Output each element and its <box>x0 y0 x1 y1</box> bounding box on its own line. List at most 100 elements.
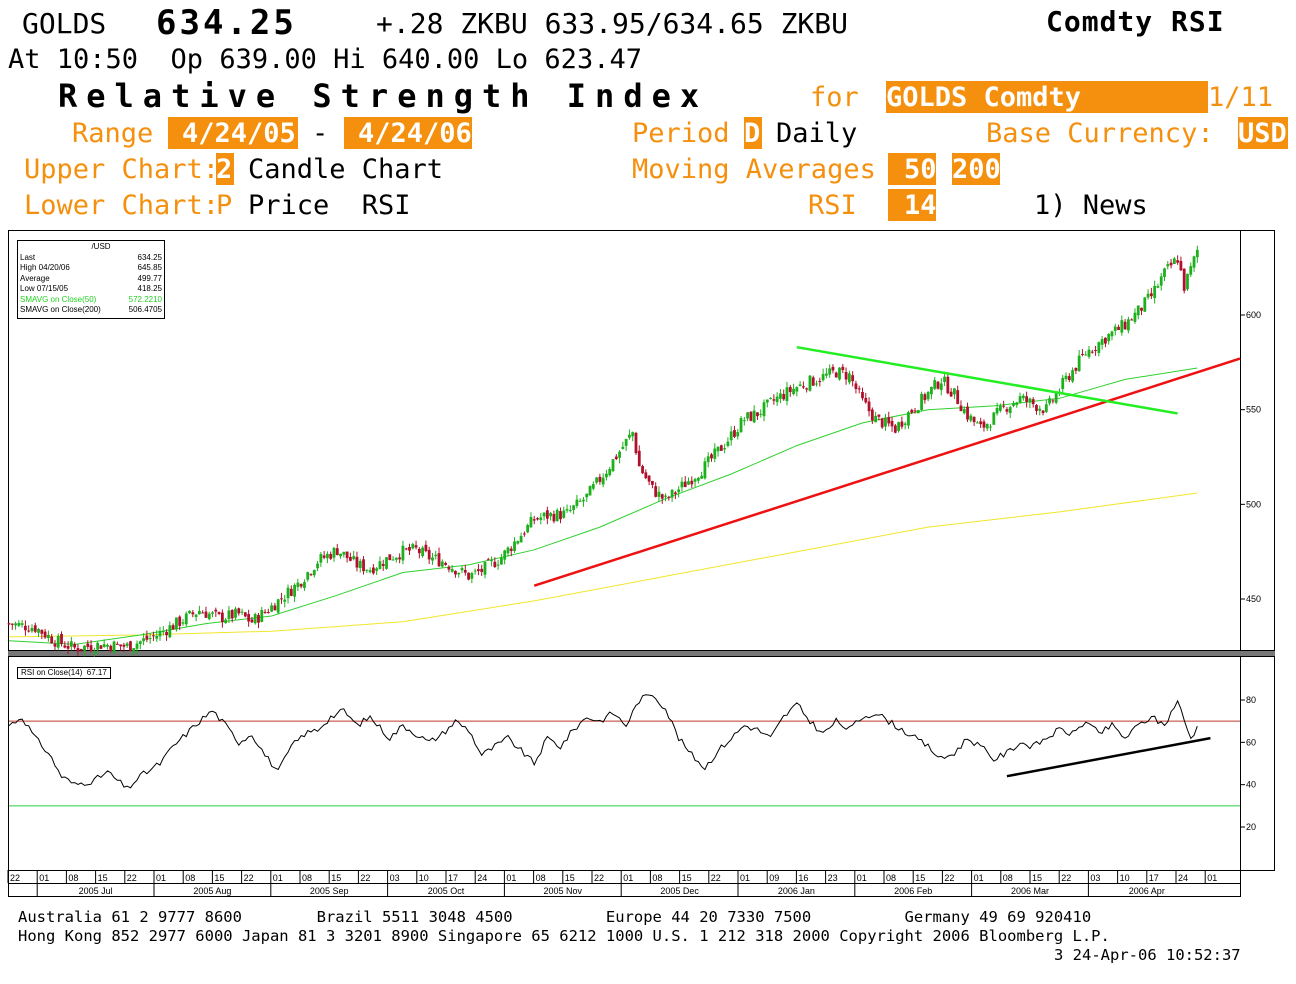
candle-body <box>591 484 595 489</box>
candle-body <box>490 560 493 562</box>
candle-body <box>375 568 379 571</box>
ma2-field[interactable]: 200 <box>952 153 1001 185</box>
candle-body <box>742 420 746 422</box>
candle-body <box>227 610 231 619</box>
candle-body <box>1094 349 1097 351</box>
candle-body <box>664 495 667 497</box>
candle-body <box>1156 286 1160 288</box>
candle-body <box>713 448 717 459</box>
candle-body <box>483 562 487 575</box>
candle-body <box>756 412 759 417</box>
candle-body <box>280 598 283 600</box>
candle-body <box>923 394 927 401</box>
candle-body <box>657 491 661 497</box>
candle-body <box>696 477 700 481</box>
lower-chart-code[interactable]: P <box>216 190 233 221</box>
legend-row-value: 645.85 <box>137 263 162 272</box>
security-field[interactable]: GOLDS Comdty <box>886 81 1208 113</box>
price-tick-label: 500 <box>1246 499 1261 509</box>
x-tick-label: 08 <box>68 873 78 883</box>
candle-body <box>17 622 21 626</box>
period-code-field[interactable]: D <box>744 117 762 149</box>
ma1-field[interactable]: 50 <box>888 153 937 185</box>
candle-body <box>746 412 749 419</box>
candle-body <box>673 492 677 495</box>
candle-body <box>145 635 149 640</box>
candle-body <box>690 480 694 485</box>
x-tick-label: 08 <box>185 873 195 883</box>
candle-body <box>424 544 428 552</box>
candle-body <box>946 376 950 394</box>
range-end-field[interactable]: 4/24/06 <box>344 117 472 149</box>
candle-body <box>115 643 119 645</box>
x-tick-label: 01 <box>740 873 750 883</box>
x-tick-label: 24 <box>477 873 487 883</box>
quote-line: +.28 ZKBU 633.95/634.65 ZKBU <box>376 7 849 40</box>
x-tick-label: 15 <box>98 873 108 883</box>
candle-body <box>1081 353 1084 355</box>
candle-body <box>1100 339 1104 345</box>
candle-body <box>631 432 635 437</box>
candle-body <box>10 623 14 625</box>
candle-body <box>391 559 395 561</box>
candle-body <box>1015 402 1019 405</box>
candle-body <box>132 648 136 652</box>
panel-separator <box>8 651 1275 656</box>
candle-body <box>440 561 444 567</box>
candle-body <box>624 439 628 446</box>
candle-body <box>1051 400 1055 402</box>
price-tick-label: 550 <box>1246 405 1261 415</box>
price-tick-label: 450 <box>1246 594 1261 604</box>
candle-body <box>509 548 513 552</box>
candle-body <box>578 500 582 502</box>
candle-body <box>253 614 257 624</box>
month-label: 2005 Oct <box>428 886 465 896</box>
candle-body <box>805 388 809 390</box>
candle-body <box>1087 349 1091 357</box>
candle-body <box>1005 409 1009 412</box>
candle-body <box>677 489 681 493</box>
candle-body <box>125 643 129 646</box>
candle-body <box>99 645 103 649</box>
candle-body <box>411 544 415 549</box>
candle-body <box>634 432 638 454</box>
legend-rows: Last 634.25 High 04/20/06 645.85 Average 499.… <box>20 253 162 316</box>
candle-body <box>158 631 162 637</box>
x-tick-label: 15 <box>214 873 224 883</box>
candle-body <box>348 556 352 561</box>
news-link[interactable]: 1) News <box>1034 190 1148 221</box>
month-label: 2005 Aug <box>193 886 231 896</box>
base-currency-field[interactable]: USD <box>1238 117 1288 149</box>
candle-body <box>404 548 408 550</box>
candle-body <box>1117 326 1120 330</box>
candle-body <box>838 367 841 380</box>
candle-body <box>135 643 139 649</box>
rsi-period-field[interactable]: 14 <box>888 189 937 221</box>
candle-body <box>1136 305 1140 316</box>
candle-body <box>122 644 126 647</box>
candle-body <box>765 399 769 403</box>
candle-body <box>237 608 241 614</box>
candle-body <box>532 519 536 521</box>
candle-body <box>933 380 937 389</box>
candle-body <box>191 612 195 615</box>
candle-body <box>171 625 175 630</box>
candle-body <box>394 557 398 560</box>
x-tick-label: 22 <box>360 873 370 883</box>
candle-body <box>214 609 218 612</box>
upper-chart-code-field[interactable]: 2 <box>216 153 234 185</box>
candle-body <box>1159 276 1163 286</box>
candle-body <box>96 642 100 650</box>
candle-body <box>1120 320 1124 333</box>
candle-body <box>834 372 838 378</box>
candle-body <box>362 559 365 572</box>
x-tick-label: 01 <box>39 873 49 883</box>
x-tick-label: 22 <box>711 873 721 883</box>
candle-body <box>148 638 152 640</box>
range-start-field[interactable]: 4/24/05 <box>168 117 298 149</box>
candle-body <box>772 399 776 401</box>
page-indicator: 1/11 <box>1208 82 1274 113</box>
candle-body <box>322 555 326 558</box>
candle-body <box>1182 268 1186 291</box>
candle-body <box>365 569 369 571</box>
